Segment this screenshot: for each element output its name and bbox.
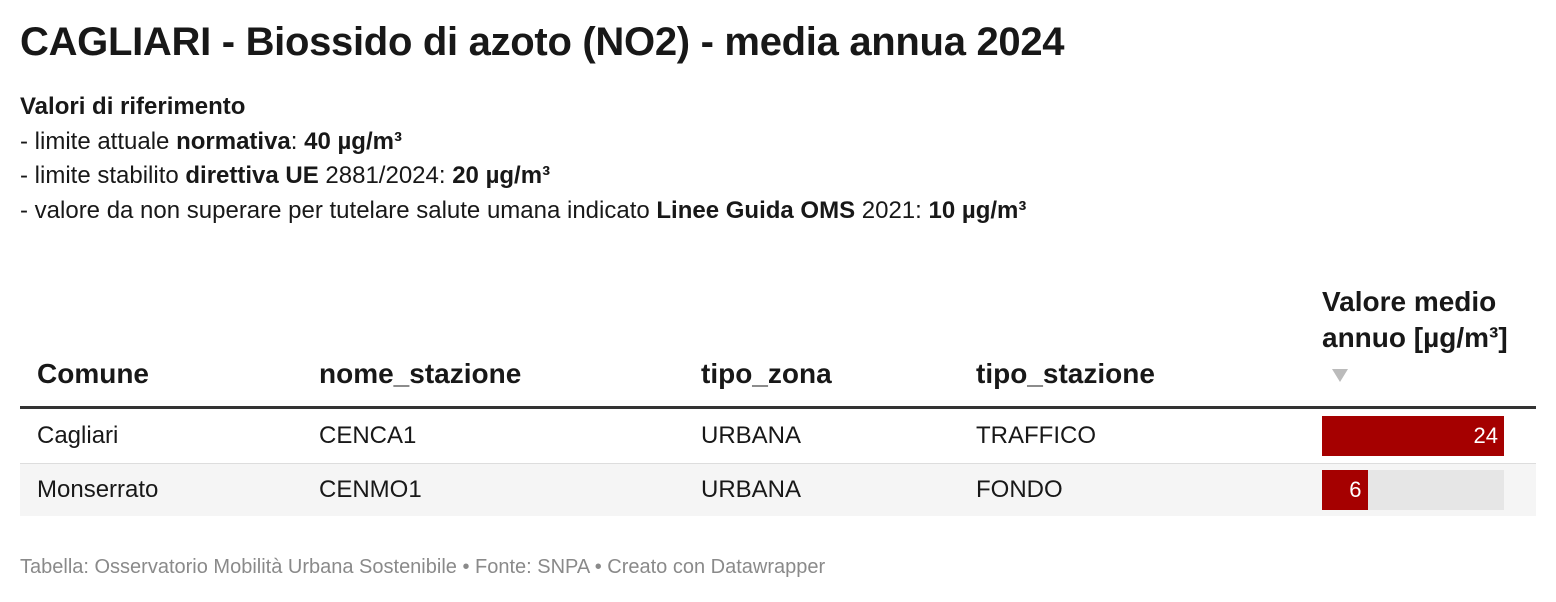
description-line: - limite stabilito direttiva UE 2881/202… [20,159,1026,194]
table-cell: Cagliari [20,422,302,450]
table-cell: CENMO1 [302,476,684,504]
description-text: 2881/2024: [318,162,453,189]
footer: Tabella: Osservatorio Mobilità Urbana So… [20,556,826,578]
description-text: 10 µg/m³ [928,196,1027,224]
column-header-text: Valore medio annuo [µg/m³] [1322,286,1508,353]
description-line: - limite attuale normativa: 40 µg/m³ [20,125,1026,160]
table-row: Monserrato CENMO1 URBANA FONDO 6 [20,463,1536,516]
bar [1322,470,1368,510]
description-line: - valore da non superare per tutelare sa… [20,194,1026,229]
description-text: : [290,127,305,155]
bar-track: 6 [1322,470,1504,510]
table-cell: 24 [1305,416,1536,456]
table-cell: CENCA1 [302,422,684,450]
column-header-text: tipo_stazione [976,358,1155,389]
table-cell: 6 [1305,470,1536,510]
column-header-text: Comune [37,358,149,389]
description-text: - limite stabilito [20,162,186,189]
column-header-text: nome_stazione [319,358,522,389]
cell-text: CENMO1 [319,476,422,503]
cell-text: TRAFFICO [976,422,1096,449]
sort-icon[interactable] [1330,367,1352,383]
cell-text: CENCA1 [319,422,417,449]
description-text: - valore da non superare per tutelare sa… [20,196,657,224]
bar-label: 6 [1349,477,1362,502]
column-header: Comune [20,356,302,406]
description-text: 2021: [855,196,929,224]
description-text: - limite attuale [20,127,177,155]
description-text: normativa [176,127,291,155]
table-header: Comune nome_stazione tipo_zona tipo_stazion… [20,280,1536,409]
bar [1322,416,1504,456]
description-heading: Valori di riferimento [20,93,246,120]
column-header: nome_stazione [302,356,684,406]
description-text: 20 µg/m³ [452,162,551,189]
cell-text: URBANA [701,476,802,503]
description-text: Linee Guida OMS [656,196,856,224]
table-cell: URBANA [684,476,959,504]
table-cell: TRAFFICO [959,422,1305,450]
bar-track: 24 [1322,416,1504,456]
table-cell: URBANA [684,422,959,450]
column-header: Valore medio annuo [µg/m³] [1305,284,1520,406]
description-text: direttiva UE [185,162,319,189]
column-header: tipo_zona [684,356,959,406]
table-row: Cagliari CENCA1 URBANA TRAFFICO 24 [20,410,1536,462]
cell-text: Monserrato [37,476,159,503]
cell-text: URBANA [701,422,802,449]
cell-text: FONDO [976,476,1063,503]
table-cell: Monserrato [20,476,302,504]
title: CAGLIARI - Biossido di azoto (NO2) - med… [20,20,1065,64]
cell-text: Cagliari [37,422,119,449]
column-header-text: tipo_zona [701,358,832,389]
description: Valori di riferimento - limite attuale n… [20,90,1026,228]
bar-label: 24 [1473,423,1498,448]
table-cell: FONDO [959,476,1305,504]
column-header: tipo_stazione [959,356,1305,406]
description-text: 40 µg/m³ [304,127,402,155]
